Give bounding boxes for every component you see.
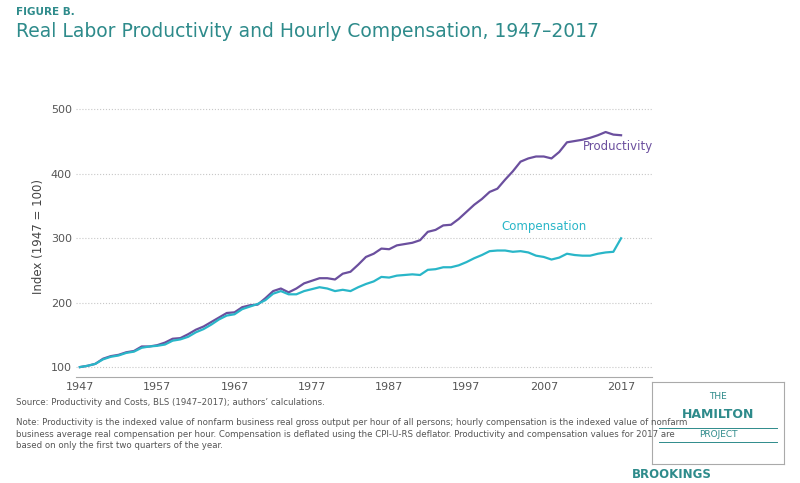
Text: FIGURE B.: FIGURE B. <box>16 7 74 17</box>
Text: BROOKINGS: BROOKINGS <box>632 468 712 481</box>
Y-axis label: Index (1947 = 100): Index (1947 = 100) <box>32 179 45 294</box>
Text: Productivity: Productivity <box>582 140 653 153</box>
Text: Note: Productivity is the indexed value of nonfarm business real gross output pe: Note: Productivity is the indexed value … <box>16 418 687 450</box>
Text: Source: Productivity and Costs, BLS (1947–2017); authors’ calculations.: Source: Productivity and Costs, BLS (194… <box>16 398 325 408</box>
Text: Real Labor Productivity and Hourly Compensation, 1947–2017: Real Labor Productivity and Hourly Compe… <box>16 22 599 41</box>
Text: Compensation: Compensation <box>502 220 586 233</box>
Text: HAMILTON: HAMILTON <box>682 408 754 421</box>
Text: THE: THE <box>709 392 727 401</box>
Text: PROJECT: PROJECT <box>698 430 738 440</box>
